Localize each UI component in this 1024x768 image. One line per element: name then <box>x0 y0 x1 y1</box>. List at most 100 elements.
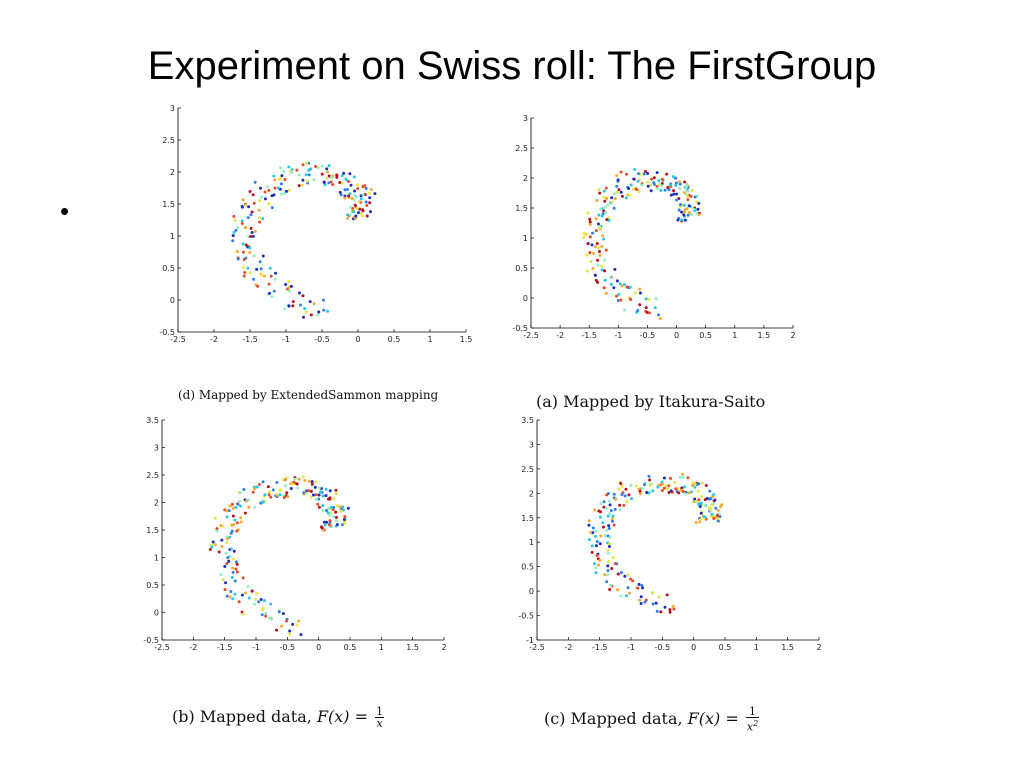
data-point <box>332 515 336 519</box>
data-point <box>623 494 627 498</box>
data-point <box>656 313 660 317</box>
data-point <box>303 479 307 483</box>
data-point <box>692 500 696 504</box>
y-tick-label: 3.5 <box>146 416 159 425</box>
data-point <box>259 186 263 190</box>
data-point <box>604 248 608 252</box>
data-point <box>328 513 332 517</box>
data-point <box>586 211 590 215</box>
data-point <box>247 596 251 600</box>
data-point <box>231 234 235 238</box>
data-point <box>272 193 276 197</box>
data-point <box>269 602 273 606</box>
caption-c: (c) Mapped data, F(x) = 1 x2 <box>544 706 760 733</box>
data-point <box>347 179 351 183</box>
data-point <box>623 574 627 578</box>
data-point <box>231 506 235 510</box>
data-point <box>629 483 633 487</box>
data-point <box>607 499 611 503</box>
data-point <box>213 543 217 547</box>
y-tick-label: 1.5 <box>521 514 534 523</box>
data-point <box>322 298 326 302</box>
data-point <box>349 183 353 187</box>
data-point <box>607 559 611 563</box>
data-point <box>251 234 255 238</box>
data-point <box>262 274 266 278</box>
data-point <box>280 174 284 178</box>
x-tick-label: -0.5 <box>280 643 296 652</box>
data-point <box>240 205 244 209</box>
data-point <box>603 534 607 538</box>
data-point <box>691 481 695 485</box>
data-point <box>259 273 263 277</box>
data-point <box>713 498 717 502</box>
data-point <box>608 587 612 591</box>
plot-b-svg: -2.5 -2 -1.5 -1 -0.5 0 0.5 1 1.5 2 -0.5 0 0.5 1 1.5 2 2.… <box>143 416 446 652</box>
x-tick-label: 2 <box>441 643 446 652</box>
data-point <box>301 163 305 167</box>
data-point <box>338 505 342 509</box>
data-point <box>681 475 685 479</box>
data-point <box>682 210 686 214</box>
y-tick-label: -0.5 <box>512 324 528 333</box>
data-point <box>606 203 610 207</box>
data-point <box>309 495 313 499</box>
data-point <box>697 213 701 217</box>
data-point <box>253 487 257 491</box>
data-point <box>654 601 658 605</box>
data-point <box>712 517 716 521</box>
x-tick-label: -1 <box>282 335 290 344</box>
data-point <box>623 308 627 312</box>
data-point <box>656 187 660 191</box>
y-tick-label: 2 <box>170 168 175 177</box>
data-point <box>638 598 642 602</box>
data-point <box>616 572 620 576</box>
data-point <box>602 500 606 504</box>
data-point <box>636 179 640 183</box>
data-point <box>346 506 350 510</box>
data-point <box>606 548 610 552</box>
caption-a: (a) Mapped by Itakura-Saito <box>536 392 766 411</box>
data-point <box>588 220 592 224</box>
data-point <box>331 183 335 187</box>
data-point <box>301 178 305 182</box>
data-point <box>680 210 684 214</box>
data-point <box>638 291 642 295</box>
data-point <box>596 258 600 262</box>
data-point <box>323 523 327 527</box>
data-point <box>326 497 330 501</box>
data-point <box>716 519 720 523</box>
data-point <box>255 267 259 271</box>
data-point <box>240 219 244 223</box>
data-point <box>315 497 319 501</box>
data-point <box>307 168 311 172</box>
data-point <box>672 192 676 196</box>
data-point <box>674 183 678 187</box>
data-point <box>699 501 703 505</box>
data-point <box>279 166 283 170</box>
data-point <box>663 605 667 609</box>
data-point <box>639 595 643 599</box>
data-point <box>609 282 613 286</box>
data-point <box>343 515 347 519</box>
data-point <box>597 250 601 254</box>
y-tick-label: 3 <box>523 114 528 123</box>
data-point <box>669 193 673 197</box>
data-point <box>328 489 332 493</box>
data-point <box>602 505 606 509</box>
data-point <box>208 548 212 552</box>
data-point <box>636 172 640 176</box>
data-point <box>300 183 304 187</box>
data-point <box>224 551 228 555</box>
data-point <box>657 595 661 599</box>
data-point <box>608 503 612 507</box>
data-point <box>348 172 352 176</box>
x-tick-label: -2 <box>564 643 572 652</box>
data-point <box>633 291 637 295</box>
data-point <box>326 170 330 174</box>
x-tick-label: 1 <box>754 643 759 652</box>
data-point <box>610 196 614 200</box>
data-point <box>602 189 606 193</box>
data-point <box>667 491 671 495</box>
data-point <box>308 300 312 304</box>
